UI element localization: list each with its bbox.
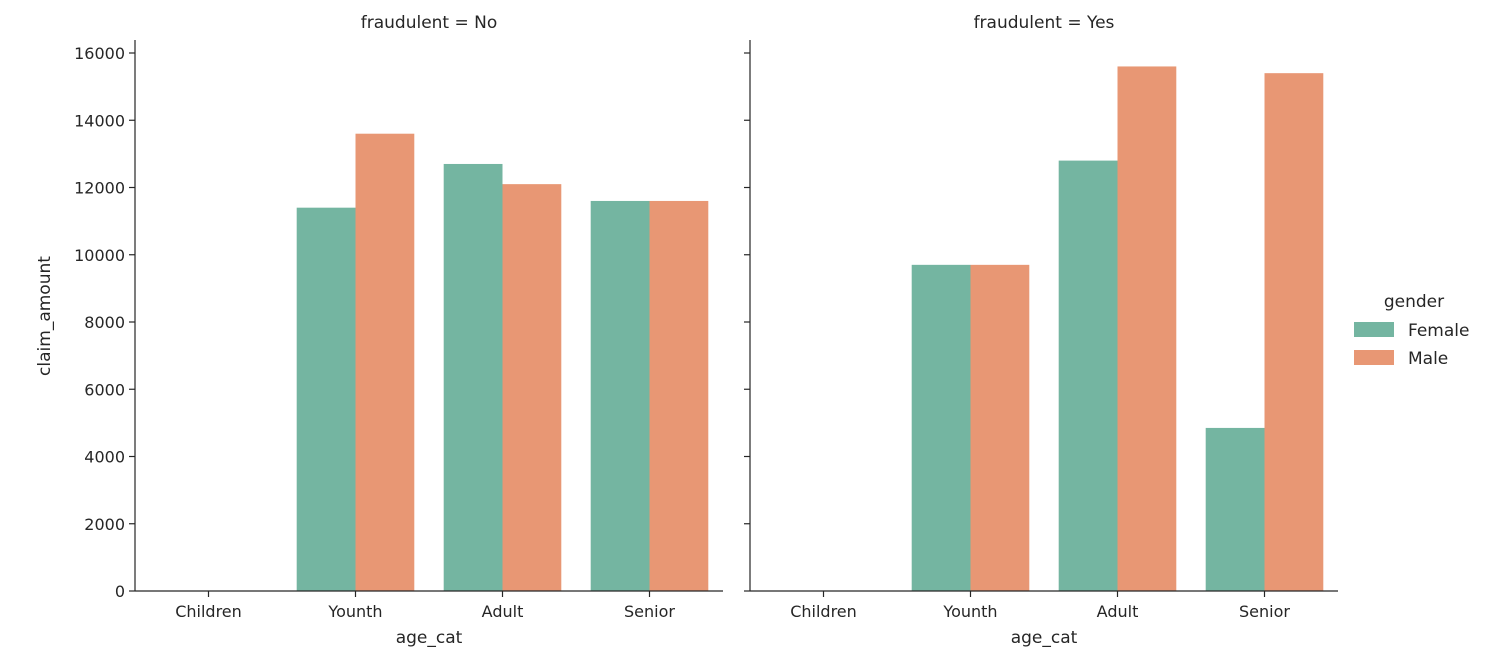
x-axis-label: age_cat <box>396 628 463 648</box>
y-tick-label: 4000 <box>84 448 125 467</box>
y-tick-label: 10000 <box>74 246 125 265</box>
y-tick-label: 14000 <box>74 111 125 130</box>
bar-male-adult <box>1117 66 1177 591</box>
y-tick-label: 16000 <box>74 44 125 63</box>
legend-title: gender <box>1384 292 1444 312</box>
bar-male-senior <box>1264 73 1324 592</box>
y-tick-label: 0 <box>115 582 125 601</box>
x-tick-label: Senior <box>1239 602 1290 621</box>
y-tick-label: 2000 <box>84 515 125 534</box>
bar-male-younth <box>355 133 415 591</box>
x-tick-label: Younth <box>327 602 382 621</box>
bar-female-senior <box>590 200 650 591</box>
bar-female-senior <box>1205 427 1265 591</box>
panel-title: fraudulent = No <box>361 13 498 33</box>
y-axis-label: claim_amount <box>35 256 55 376</box>
x-tick-label: Younth <box>942 602 997 621</box>
y-tick-label: 12000 <box>74 179 125 198</box>
y-tick-label: 8000 <box>84 313 125 332</box>
legend-label-male: Male <box>1408 349 1448 369</box>
panel-1: 0 2000 4000 6000 8000 10000 12000 14000 16000 Chi… <box>35 13 723 648</box>
x-tick-label: Children <box>790 602 857 621</box>
bar-female-adult <box>443 163 503 591</box>
legend: gender Female Male <box>1354 292 1469 369</box>
bar-female-adult <box>1058 160 1118 591</box>
bar-female-younth <box>296 207 356 591</box>
bar-male-younth <box>970 264 1030 591</box>
x-tick-label: Children <box>175 602 242 621</box>
bar-male-senior <box>649 200 709 591</box>
x-axis-label: age_cat <box>1011 628 1078 648</box>
panel-title: fraudulent = Yes <box>974 13 1115 33</box>
legend-label-female: Female <box>1408 321 1469 341</box>
legend-swatch-male <box>1354 350 1394 365</box>
bar-male-adult <box>502 184 562 591</box>
x-tick-label: Adult <box>482 602 524 621</box>
x-tick-label: Senior <box>624 602 675 621</box>
y-tick-label: 6000 <box>84 380 125 399</box>
bar-female-younth <box>911 264 971 591</box>
x-tick-label: Adult <box>1097 602 1139 621</box>
legend-swatch-female <box>1354 322 1394 337</box>
panel-2: Children Younth Adult Senior fraudulent = Ye… <box>744 13 1338 648</box>
